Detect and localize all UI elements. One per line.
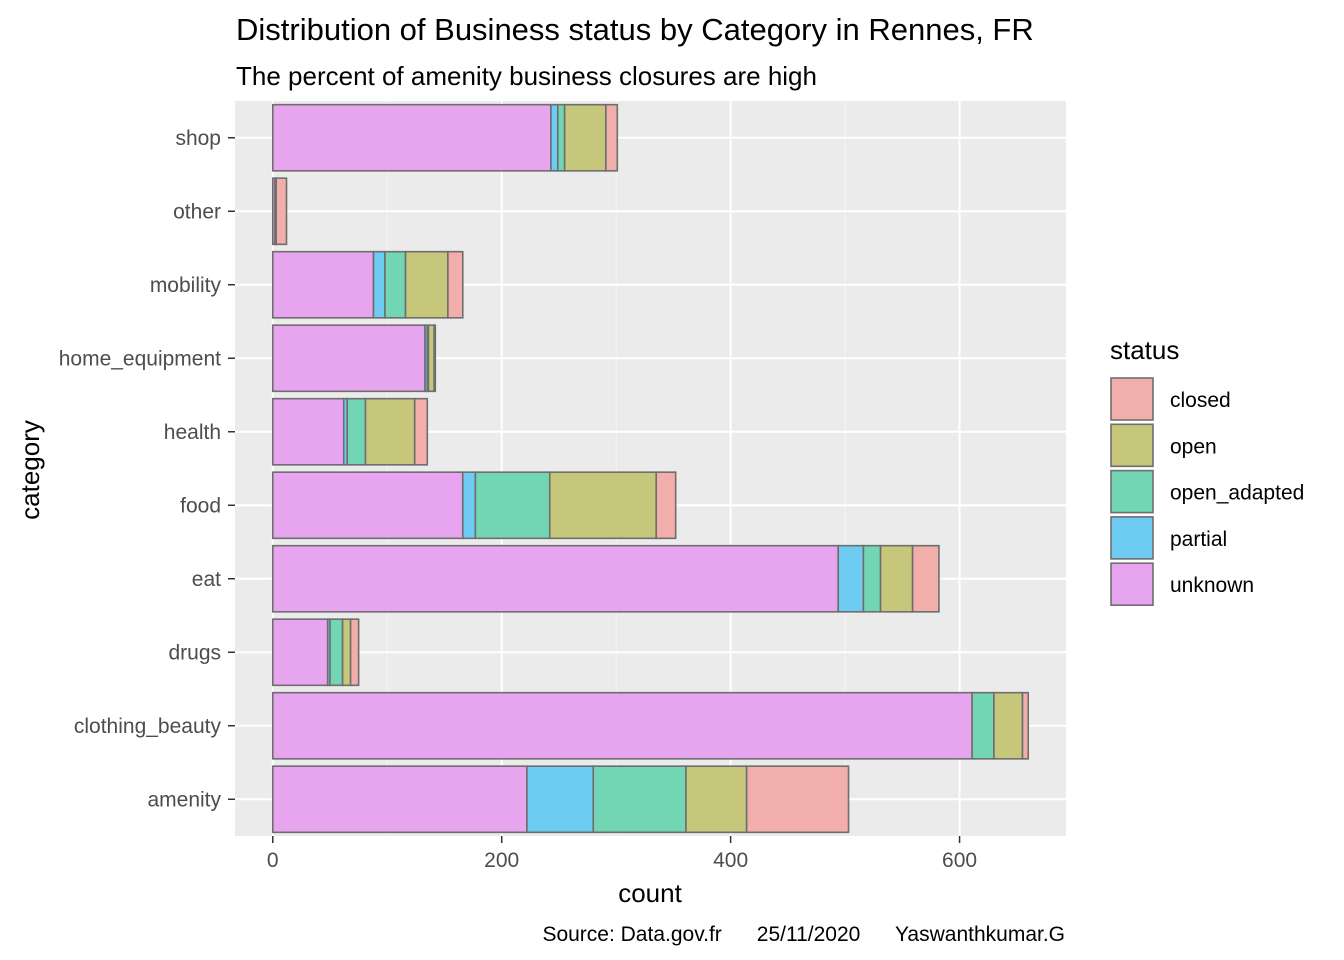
legend-title: status [1110, 335, 1179, 365]
bar-food-closed [655, 471, 677, 540]
bar-home_equipment-closed [433, 324, 437, 393]
y-tick-label: mobility [150, 274, 222, 297]
chart-subtitle: The percent of amenity business closures… [236, 61, 817, 91]
legend-key-open [1110, 423, 1154, 468]
bar-mobility-partial [372, 250, 386, 319]
y-tick-label: shop [175, 127, 221, 150]
bar-drugs-open [341, 618, 352, 687]
legend-label-closed: closed [1170, 389, 1231, 412]
y-tick-label: food [180, 494, 221, 517]
bar-shop-closed [605, 103, 619, 172]
bar-health-open_adapted [346, 397, 367, 466]
bar-health-closed [413, 397, 429, 466]
bar-mobility-open_adapted [384, 250, 407, 319]
bar-shop-partial [550, 103, 559, 172]
bar-clothing_beauty-closed [1021, 691, 1030, 760]
y-tick-label: eat [192, 568, 221, 591]
bar-shop-open [563, 103, 607, 172]
caption: Source: Data.gov.fr 25/11/2020 Yaswanthk… [542, 923, 1065, 946]
legend-key-open_adapted [1110, 469, 1154, 514]
bar-drugs-closed [349, 618, 360, 687]
bar-clothing_beauty-open_adapted [971, 691, 995, 760]
bar-eat-open [879, 544, 914, 613]
bar-mobility-closed [447, 250, 464, 319]
bar-amenity-closed [745, 765, 850, 834]
legend-label-open: open [1170, 435, 1217, 458]
bar-food-open [548, 471, 658, 540]
y-tick-label: health [164, 421, 221, 444]
legend-label-unknown: unknown [1170, 574, 1254, 597]
x-axis-title: count [618, 878, 682, 908]
bar-home_equipment-unknown [271, 324, 426, 393]
bars [271, 103, 1030, 834]
legend-key-partial [1110, 516, 1154, 560]
bar-food-open_adapted [474, 471, 551, 540]
x-tick-label: 400 [713, 849, 748, 872]
bar-home_equipment-open [427, 324, 435, 393]
x-tick-label: 200 [484, 849, 519, 872]
bar-mobility-open [404, 250, 449, 319]
bar-amenity-partial [526, 765, 595, 834]
x-axis: 0 200 400 600 [267, 836, 977, 872]
bar-clothing_beauty-unknown [271, 691, 973, 760]
bar-amenity-open_adapted [592, 765, 687, 834]
bar-eat-open_adapted [862, 544, 882, 613]
bar-health-unknown [271, 397, 345, 466]
bar-food-partial [461, 471, 477, 540]
y-tick-label: amenity [147, 788, 221, 811]
bar-other-closed [275, 177, 288, 246]
bar-drugs-open_adapted [329, 618, 344, 687]
y-axis: amenity clothing_beauty drugs eat food health… [59, 127, 235, 811]
y-tick-label: other [173, 200, 221, 223]
bar-amenity-unknown [271, 765, 528, 834]
y-tick-label: home_equipment [59, 347, 221, 370]
bar-eat-unknown [271, 544, 840, 613]
bar-shop-unknown [271, 103, 552, 172]
bar-shop-open_adapted [556, 103, 566, 172]
x-tick-label: 0 [267, 849, 279, 872]
bar-food-unknown [271, 471, 464, 540]
y-tick-label: clothing_beauty [74, 715, 222, 738]
legend-label-partial: partial [1170, 528, 1227, 551]
legend-key-closed [1110, 377, 1154, 421]
chart-title: Distribution of Business status by Categ… [236, 12, 1034, 47]
bar-clothing_beauty-open [993, 691, 1024, 760]
x-tick-label: 600 [942, 849, 977, 872]
bar-health-open [364, 397, 416, 466]
bar-eat-partial [837, 544, 865, 613]
bar-eat-closed [911, 544, 940, 613]
bar-drugs-unknown [271, 618, 329, 687]
y-tick-label: drugs [168, 641, 221, 664]
legend-key-unknown [1110, 562, 1154, 607]
legend-label-open_adapted: open_adapted [1170, 482, 1304, 505]
y-axis-title: category [15, 420, 45, 520]
bar-mobility-unknown [271, 250, 375, 319]
bar-amenity-open [685, 765, 748, 834]
